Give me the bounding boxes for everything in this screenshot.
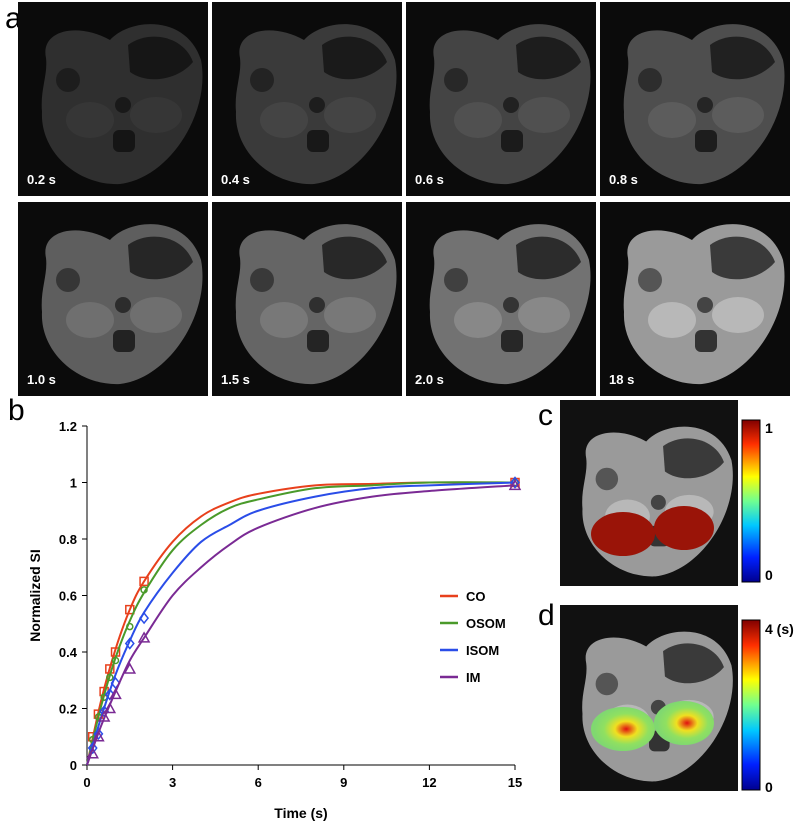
kidney-overlay (654, 506, 714, 550)
y-tick-label: 0.6 (59, 589, 77, 604)
marker (123, 662, 137, 674)
marker (139, 576, 149, 587)
marker (139, 611, 150, 625)
kidney-overlay (591, 707, 655, 751)
colorbar-max: 4 (s) (765, 621, 794, 637)
time-label: 2.0 s (415, 372, 444, 387)
x-tick-label: 9 (340, 775, 347, 790)
kidney-overlay (654, 701, 714, 745)
legend-label: CO (466, 589, 486, 604)
marker (140, 586, 148, 594)
marker (126, 622, 134, 631)
marker (103, 701, 117, 714)
kidney-overlay (591, 512, 655, 556)
y-axis-title: Normalized SI (27, 549, 43, 642)
marker (97, 710, 111, 722)
marker (137, 631, 151, 643)
x-tick-label: 15 (508, 775, 522, 790)
image-grid: 0.2 s 0.4 s 0.6 s 0.8 s 1.0 s 1.5 s 2.0 s 18 s (18, 2, 790, 396)
time-label: 18 s (609, 372, 634, 387)
marker (125, 604, 135, 615)
colorbar-min: 0 (765, 779, 773, 795)
marker (508, 478, 522, 491)
time-label: 0.2 s (27, 172, 56, 187)
y-tick-label: 0.8 (59, 532, 77, 547)
time-label: 1.0 s (27, 372, 56, 387)
panel-label: a (5, 2, 22, 35)
colorbar-max: 1 (765, 420, 773, 436)
panel-label: b (8, 394, 25, 427)
panel-d: 4 (s) 0 (560, 605, 794, 795)
marker (86, 747, 99, 759)
colorbar (741, 619, 761, 791)
legend-label: IM (466, 670, 480, 685)
colorbar (741, 419, 761, 583)
marker (106, 673, 114, 682)
x-axis-title: Time (s) (274, 805, 327, 821)
y-tick-label: 0 (70, 758, 77, 773)
marker (93, 727, 104, 741)
marker (92, 730, 105, 742)
fit-curve (86, 481, 516, 766)
panel-c: 1 0 (560, 400, 773, 586)
x-tick-label: 6 (255, 775, 262, 790)
time-label: 0.6 s (415, 172, 444, 187)
marker (109, 687, 122, 700)
marker (104, 688, 115, 701)
panel-label: c (538, 399, 553, 432)
x-tick-label: 0 (83, 775, 90, 790)
legend-label: ISOM (466, 643, 499, 658)
legend-label: OSOM (466, 616, 506, 631)
y-tick-label: 0.4 (59, 645, 78, 660)
fit-curve (86, 484, 516, 766)
time-label: 1.5 s (221, 372, 250, 387)
marker (124, 637, 135, 650)
time-label: 0.8 s (609, 172, 638, 187)
time-label: 0.4 s (221, 172, 250, 187)
y-tick-label: 1 (70, 476, 77, 491)
panel-label: d (538, 599, 555, 632)
colorbar-min: 0 (765, 567, 773, 583)
marker (510, 476, 520, 489)
marker (87, 741, 98, 755)
chart: 0 0.2 0.4 0.6 0.8 1 1.2 0 3 6 9 12 15 Time (s) Normali… (27, 419, 522, 821)
x-tick-label: 12 (422, 775, 436, 790)
fit-curve (86, 481, 516, 766)
y-tick-label: 0.2 (59, 702, 77, 717)
y-tick-label: 1.2 (59, 419, 77, 434)
marker (111, 656, 120, 665)
x-tick-label: 3 (169, 775, 176, 790)
